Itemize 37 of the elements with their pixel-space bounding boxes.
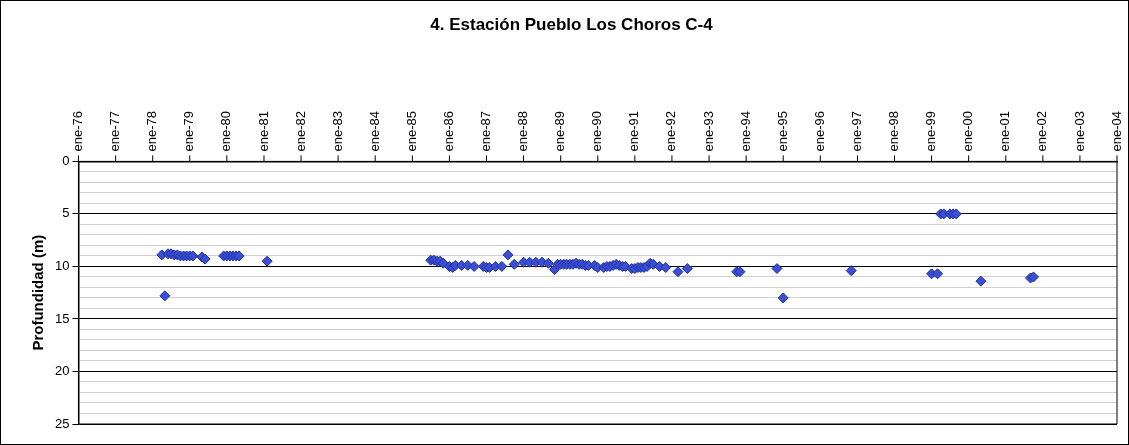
x-tick-label: ene-87 [478,110,494,152]
x-tick-label: ene-92 [663,110,679,152]
x-tick-label: ene-01 [997,110,1013,152]
y-tick-label: 0 [62,152,70,168]
x-tick-label: ene-82 [292,110,308,152]
x-tick-label: ene-00 [960,110,976,152]
x-tick-label: ene-96 [811,110,827,152]
y-tick-label: 10 [54,258,70,274]
x-tick-label: ene-76 [70,110,86,152]
x-tick-label: ene-83 [329,110,345,152]
x-tick-label: ene-79 [181,110,197,152]
x-tick-label: ene-99 [923,110,939,152]
x-tick-label: ene-02 [1034,110,1050,152]
x-tick-label: ene-78 [144,110,160,152]
y-tick-label: 15 [54,310,70,326]
x-tick-label: ene-88 [515,110,531,152]
x-tick-label: ene-04 [1108,110,1124,152]
x-tick-label: ene-89 [552,110,568,152]
x-tick-label: ene-98 [886,110,902,152]
y-tick-label: 20 [54,363,70,379]
x-tick-label: ene-77 [107,110,123,152]
x-tick-label: ene-97 [849,110,865,152]
x-tick-label: ene-84 [366,110,382,152]
x-tick-label: ene-80 [218,110,234,152]
x-tick-label: ene-90 [589,110,605,152]
x-tick-label: ene-86 [441,110,456,152]
x-tick-label: ene-03 [1071,110,1087,152]
y-axis-title: Profundidad (m) [29,234,47,351]
chart-title: 4. Estación Pueblo Los Choros C-4 [430,14,714,34]
y-tick-label: 5 [62,205,70,221]
x-tick-label: ene-94 [737,110,753,152]
y-tick-label: 25 [54,415,70,431]
x-tick-label: ene-93 [700,110,716,152]
x-tick-label: ene-85 [403,110,419,152]
x-tick-label: ene-81 [255,110,271,152]
x-tick-label: ene-91 [626,110,642,152]
x-tick-label: ene-95 [774,110,790,152]
